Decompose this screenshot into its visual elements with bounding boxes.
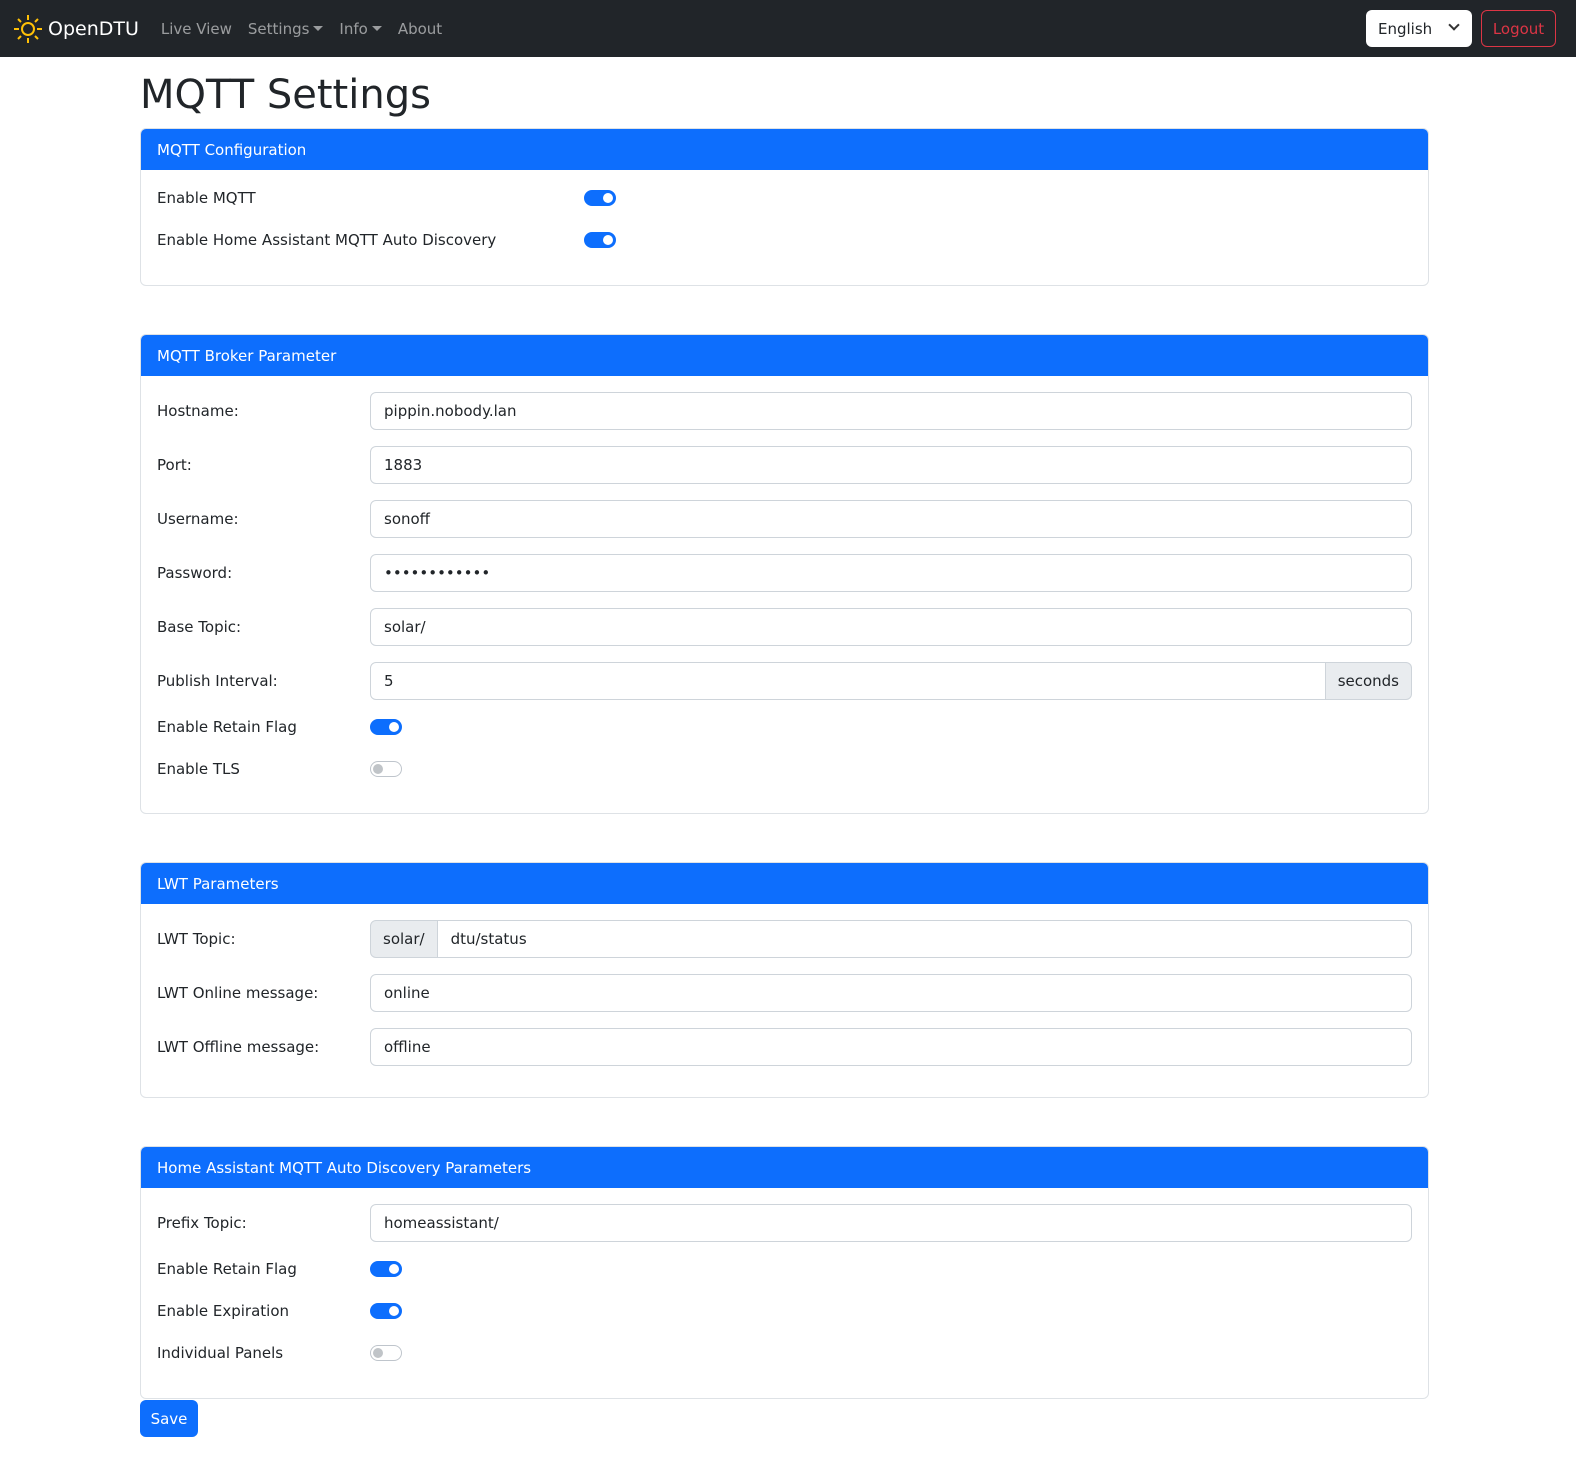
password-label: Password: [157,564,233,582]
nav-settings-dropdown[interactable]: Settings [248,20,324,38]
expiration-label: Enable Expiration [157,1302,289,1320]
language-select[interactable]: English [1366,10,1472,47]
save-button[interactable]: Save [140,1400,198,1437]
navbar: OpenDTU Live View Settings Info About En… [0,0,1576,57]
enable-mqtt-label: Enable MQTT [157,189,256,207]
hostname-label: Hostname: [157,402,239,420]
page-title: MQTT Settings [140,72,431,118]
lwt-prefix-addon: solar/ [370,920,438,958]
nav-about[interactable]: About [398,20,442,38]
username-input[interactable]: sonoff [370,500,1412,538]
password-input[interactable]: •••••••••••• [370,554,1412,592]
expiration-toggle[interactable] [370,1303,402,1319]
port-input[interactable]: 1883 [370,446,1412,484]
mqtt-configuration-card: MQTT Configuration Enable MQTT Enable Ho… [140,128,1429,286]
lwt-offline-input[interactable]: offline [370,1028,1412,1066]
publish-interval-input[interactable]: 5 [370,662,1326,700]
nav-info-dropdown[interactable]: Info [339,19,382,38]
base-topic-input[interactable]: solar/ [370,608,1412,646]
prefix-topic-label: Prefix Topic: [157,1214,247,1232]
username-label: Username: [157,510,239,528]
retain-toggle[interactable] [370,719,402,735]
lwt-online-label: LWT Online message: [157,984,319,1002]
sun-icon [14,14,42,43]
lwt-topic-label: LWT Topic: [157,930,236,948]
ha-retain-label: Enable Retain Flag [157,1260,297,1278]
lwt-online-input[interactable]: online [370,974,1412,1012]
individual-panels-label: Individual Panels [157,1344,284,1362]
card-header: Home Assistant MQTT Auto Discovery Param… [141,1147,1428,1188]
retain-label: Enable Retain Flag [157,718,297,736]
lwt-card: LWT Parameters LWT Topic: solar/dtu/stat… [140,862,1429,1098]
card-header: MQTT Configuration [141,129,1428,170]
card-header: LWT Parameters [141,863,1428,904]
tls-label: Enable TLS [157,760,240,778]
publish-interval-label: Publish Interval: [157,672,278,690]
lwt-topic-input[interactable]: dtu/status [437,920,1412,958]
brand-link[interactable]: OpenDTU [12,13,139,45]
chevron-down-icon [1448,19,1460,31]
mqtt-broker-card: MQTT Broker Parameter Hostname: pippin.no… [140,334,1429,814]
logout-button[interactable]: Logout [1481,10,1556,47]
language-value: English [1378,19,1433,38]
prefix-topic-input[interactable]: homeassistant/ [370,1204,1412,1242]
enable-ha-toggle[interactable] [584,232,616,248]
lwt-offline-label: LWT Offline message: [157,1038,320,1056]
ha-retain-toggle[interactable] [370,1261,402,1277]
card-header: MQTT Broker Parameter [141,335,1428,376]
seconds-addon: seconds [1325,662,1412,700]
brand-name: OpenDTU [48,17,139,40]
individual-panels-toggle[interactable] [370,1345,402,1361]
hostname-input[interactable]: pippin.nobody.lan [370,392,1412,430]
nav-label: Settings [247,19,310,38]
nav-live-view[interactable]: Live View [161,20,232,38]
tls-toggle[interactable] [370,761,402,777]
caret-down-icon [371,26,382,31]
ha-discovery-card: Home Assistant MQTT Auto Discovery Param… [140,1146,1429,1399]
nav-label: About [397,19,443,38]
port-label: Port: [157,456,192,474]
enable-mqtt-toggle[interactable] [584,190,616,206]
nav-label: Live View [160,19,232,38]
caret-down-icon [313,26,324,31]
nav-label: Info [339,19,368,38]
enable-ha-label: Enable Home Assistant MQTT Auto Discover… [157,231,497,249]
base-topic-label: Base Topic: [157,618,242,636]
